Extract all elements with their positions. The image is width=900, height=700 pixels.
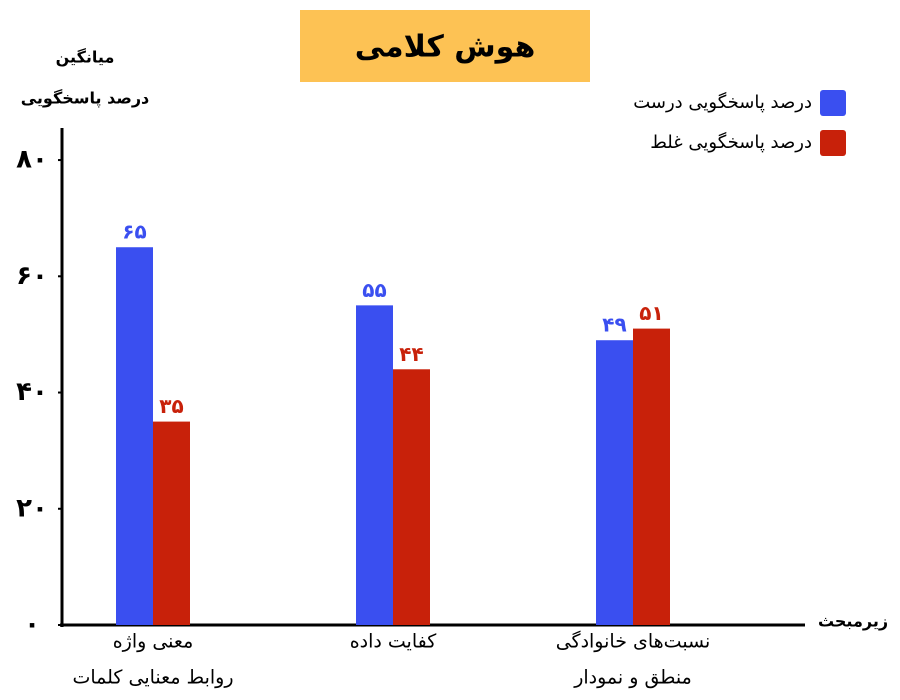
y-tick-label: ۲۰ xyxy=(16,493,48,523)
x-tick-label: منطق و نمودار xyxy=(573,667,692,689)
legend-swatch xyxy=(820,130,846,156)
legend-label: درصد پاسخگویی درست xyxy=(633,91,812,113)
data-label: ۴۴ xyxy=(399,342,423,366)
x-axis-label: زیرمبحث xyxy=(818,612,888,631)
bar xyxy=(356,305,393,625)
data-label: ۴۹ xyxy=(602,313,626,337)
data-label: ۵۵ xyxy=(362,278,386,302)
x-tick-label: نسبت‌های خانوادگی xyxy=(556,630,711,653)
bar xyxy=(153,421,190,625)
legend-swatch xyxy=(820,90,846,116)
data-label: ۶۵ xyxy=(122,220,146,244)
x-tick-label: معنی واژه xyxy=(113,631,194,653)
y-axis-label: درصد پاسخگویی xyxy=(21,89,150,109)
y-tick-label: ۶۰ xyxy=(16,261,48,291)
x-tick-label: روابط معنایی کلمات xyxy=(72,667,233,689)
y-axis-label: میانگین xyxy=(56,48,115,67)
legend-label: درصد پاسخگویی غلط xyxy=(650,131,812,153)
chart-title: هوش کلامی xyxy=(355,30,536,65)
data-label: ۳۵ xyxy=(159,394,183,418)
bar xyxy=(596,340,633,625)
data-label: ۵۱ xyxy=(639,301,663,325)
y-tick-label: ۴۰ xyxy=(16,377,48,407)
bar xyxy=(116,247,153,625)
y-tick-label: ۸۰ xyxy=(16,145,48,175)
y-tick-label: ۰ xyxy=(24,610,40,640)
x-tick-label: کفایت داده xyxy=(350,631,438,653)
bar xyxy=(633,328,670,625)
title-box xyxy=(300,10,590,82)
bar xyxy=(393,369,430,625)
